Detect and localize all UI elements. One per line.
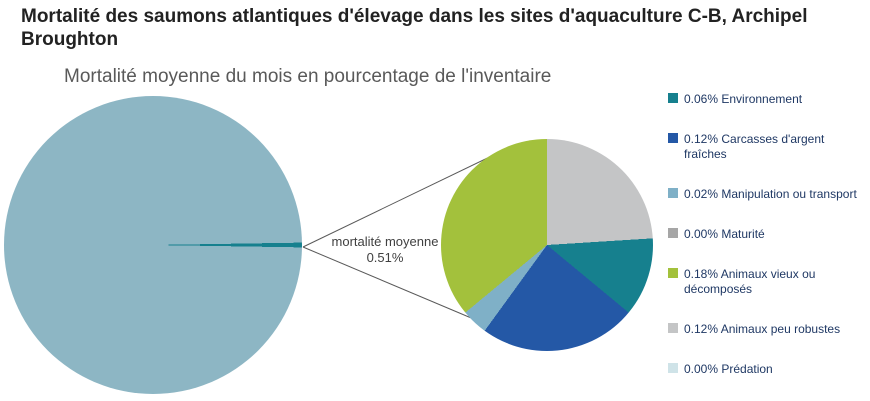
legend-item: 0.12% Carcasses d'argent fraîches [668, 132, 870, 162]
legend-label: 0.18% Animaux vieux ou décomposés [684, 267, 816, 296]
legend-item: 0.06% Environnement [668, 92, 870, 107]
legend-swatch [668, 268, 678, 278]
legend-label: 0.12% Carcasses d'argent fraîches [684, 132, 825, 161]
chart-title: Mortalité des saumons atlantiques d'élev… [21, 6, 808, 51]
legend-label: 0.00% Maturité [684, 227, 765, 241]
legend-label: 0.06% Environnement [684, 92, 803, 106]
legend-swatch [668, 188, 678, 198]
legend-item: 0.00% Prédation [668, 362, 870, 377]
legend-swatch [668, 93, 678, 103]
mortality-callout-value: 0.51% [366, 250, 404, 266]
legend-label: 0.12% Animaux peu robustes [684, 322, 841, 336]
inventory-pie [4, 96, 302, 394]
breakdown-pie [441, 139, 653, 351]
legend-label: 0.00% Prédation [684, 362, 773, 376]
mortality-callout-text: mortalité moyenne [331, 234, 439, 249]
legend-swatch [668, 133, 678, 143]
legend-swatch [668, 323, 678, 333]
legend-item: 0.12% Animaux peu robustes [668, 322, 870, 337]
mortality-callout: mortalité moyenne 0.51% [318, 234, 452, 267]
legend: 0.06% Environnement 0.12% Carcasses d'ar… [668, 92, 870, 377]
legend-item: 0.02% Manipulation ou transport [668, 187, 870, 202]
legend-swatch [668, 228, 678, 238]
legend-item: 0.18% Animaux vieux ou décomposés [668, 267, 870, 297]
legend-item: 0.00% Maturité [668, 227, 870, 242]
chart-subtitle: Mortalité moyenne du mois en pourcentage… [64, 66, 552, 87]
legend-label: 0.02% Manipulation ou transport [684, 187, 857, 201]
legend-swatch [668, 363, 678, 373]
